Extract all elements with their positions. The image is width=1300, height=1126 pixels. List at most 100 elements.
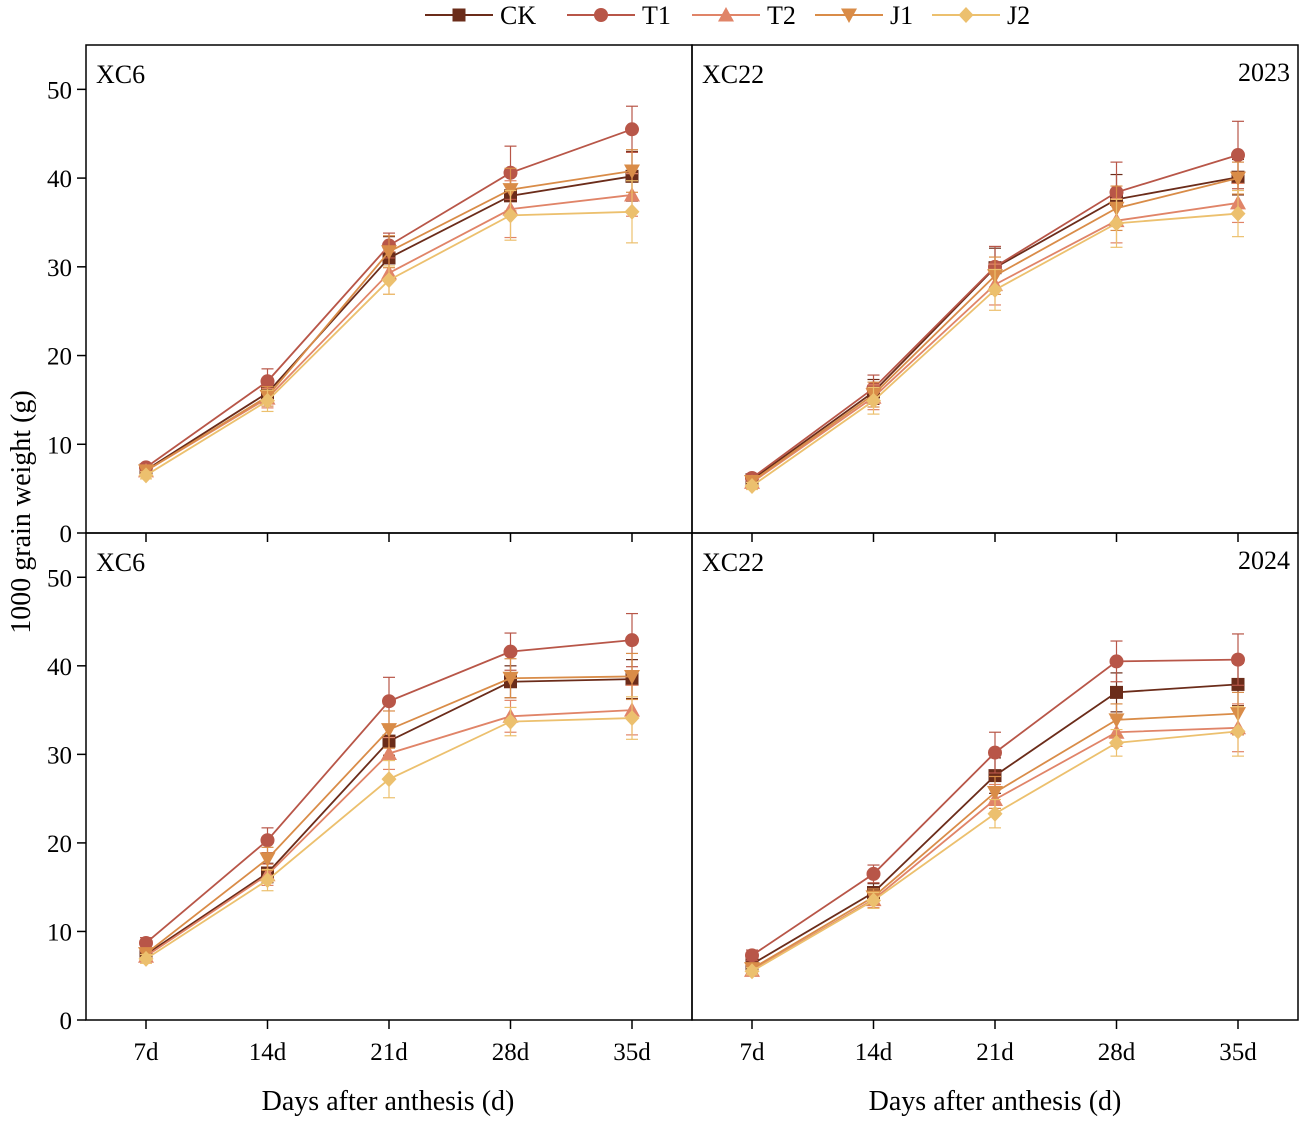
data-point [988,745,1002,760]
legend-item-T2: T2 [692,1,796,30]
panel-2: XC22 2023 [691,44,1299,542]
x-axis-title-left: Days after anthesis (d) [262,1086,515,1117]
data-point [503,207,518,224]
data-point [624,203,640,220]
data-point [381,771,397,788]
data-point [625,633,639,648]
panels: 0 10 20 30 40 50 XC6 XC22 2023 0 10 20 30 40 50 7d 14d 21… [47,44,1299,1066]
data-point [1231,652,1245,667]
data-point [745,948,759,963]
series-J2 [138,180,640,484]
data-point [1231,148,1245,163]
legend-item-J1: J1 [815,1,913,30]
legend-label: J2 [1007,1,1030,30]
x-tick-label: 7d [134,1039,160,1066]
data-point [1109,654,1124,669]
x-tick-label: 14d [249,1039,287,1066]
panel-label: XC6 [96,60,145,89]
data-point [1108,713,1125,728]
data-point [866,392,881,409]
series-line [751,202,1239,484]
series-J1 [744,161,1246,490]
y-tick-label: 30 [47,742,72,769]
legend-marker [958,7,974,23]
legend-marker [594,8,608,22]
y-tick-label: 0 [60,1008,73,1035]
legend-label: T2 [767,1,796,30]
data-point [1230,171,1246,187]
y-tick-label: 40 [47,654,72,681]
y-tick-label: 20 [47,831,72,858]
series-T1 [745,633,1245,963]
panel-3: 0 10 20 30 40 50 7d 14d 21d 28d 35d XC6 [47,532,693,1066]
data-point [744,477,760,494]
series-J2 [744,705,1246,980]
data-point [381,245,397,260]
legend: CK T1 T2 J1 J2 [425,1,1030,30]
data-point [138,950,154,967]
data-point [381,723,397,738]
x-tick-label: 35d [1219,1039,1257,1066]
panel-year-label: 2024 [1238,546,1290,575]
data-point [987,281,1003,298]
legend-label: J1 [890,1,913,30]
data-point [260,374,275,389]
x-axis-title-right: Days after anthesis (d) [869,1086,1122,1117]
y-tick-label: 10 [47,919,72,946]
y-tick-label: 0 [60,521,73,548]
y-axis-title: 1000 grain weight (g) [6,390,37,633]
y-tick-label: 10 [47,432,72,459]
series-T2 [138,173,640,478]
y-tick-label: 50 [47,77,72,104]
data-point [502,671,519,687]
panel-label: XC22 [702,60,764,89]
legend-marker [452,8,466,22]
legend-item-T1: T1 [567,1,671,30]
legend-marker [718,7,734,22]
data-point [625,122,639,137]
legend-marker [841,8,857,23]
legend-item-CK: CK [425,1,536,30]
legend-item-J2: J2 [932,1,1030,30]
series-J1 [138,149,640,479]
data-point [503,644,518,659]
data-point [866,866,881,881]
data-point [624,669,640,685]
data-point [987,785,1003,801]
data-point [624,710,640,727]
data-point [744,963,760,980]
legend-label: CK [500,1,536,30]
data-point [260,392,275,409]
panel-year-label: 2023 [1238,58,1290,87]
series-T1 [139,612,639,950]
data-point [259,852,276,867]
panel-label: XC22 [702,548,764,577]
data-point [382,694,396,709]
x-tick-label: 28d [1098,1039,1136,1066]
data-point [1109,215,1124,232]
y-tick-label: 20 [47,344,72,371]
panel-4: 7d 14d 21d 28d 35d XC22 2024 [691,532,1299,1066]
panel-label: XC6 [96,548,145,577]
data-point [138,467,154,484]
data-point [503,713,518,730]
series-line [751,177,1239,483]
x-tick-label: 14d [855,1039,893,1066]
x-tick-label: 7d [740,1039,766,1066]
x-tick-label: 21d [976,1039,1014,1066]
y-tick-label: 40 [47,166,72,193]
data-point [381,745,397,760]
y-tick-label: 50 [47,565,72,592]
data-point [866,892,881,909]
y-tick-label: 30 [47,255,72,282]
data-point [1230,205,1246,222]
data-point [260,872,275,889]
panel-1: 0 10 20 30 40 50 XC6 [47,44,693,548]
data-point [624,164,640,179]
data-point [260,833,275,848]
series-J2 [138,696,640,967]
series-line [145,170,633,472]
data-point [1109,734,1124,751]
